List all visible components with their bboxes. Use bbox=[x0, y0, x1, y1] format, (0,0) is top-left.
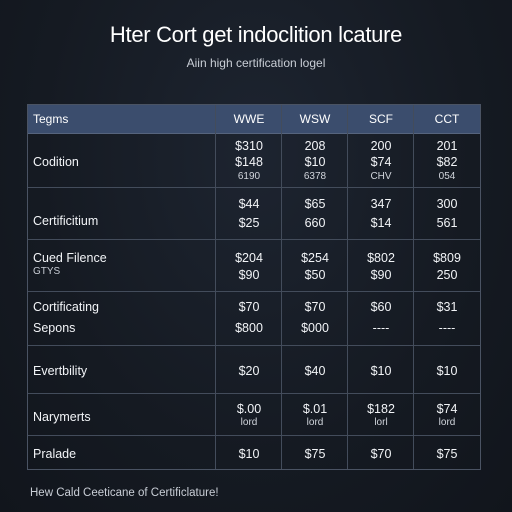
row-sublabel: GTYS bbox=[33, 266, 61, 277]
table-cell: $.00 bbox=[236, 402, 262, 416]
table-cell: ---- bbox=[372, 321, 390, 335]
table-cell: ---- bbox=[438, 321, 456, 335]
table-cell: $809 bbox=[433, 251, 461, 265]
table-cell: 6378 bbox=[303, 171, 327, 182]
footer-text: Hew Cald Ceeticane of Certificlature! bbox=[30, 487, 219, 499]
table-cell: CHV bbox=[370, 171, 392, 182]
row-divider bbox=[28, 345, 480, 346]
row-divider bbox=[28, 291, 480, 292]
column-divider bbox=[413, 105, 414, 469]
table-cell: 201 bbox=[436, 139, 458, 153]
table-cell: $10 bbox=[436, 364, 458, 378]
page-subtitle: Aiin high certification logel bbox=[186, 56, 326, 70]
row-label: Evertbility bbox=[33, 364, 88, 378]
table-cell: 561 bbox=[436, 216, 458, 230]
row-divider bbox=[28, 393, 480, 394]
table-cell: lord bbox=[240, 417, 258, 428]
table-cell: 347 bbox=[370, 197, 392, 211]
row-label: Cued Filence bbox=[33, 251, 107, 265]
row-label: Certificitium bbox=[33, 214, 99, 228]
row-divider bbox=[28, 435, 480, 436]
table-cell: $70 bbox=[370, 447, 392, 461]
table-cell: $204 bbox=[235, 251, 263, 265]
table-cell: $148 bbox=[235, 155, 263, 169]
table-cell: $10 bbox=[238, 447, 260, 461]
table-cell: $60 bbox=[370, 300, 392, 314]
row-label: Cortificating bbox=[33, 300, 99, 314]
table-cell: $25 bbox=[238, 216, 260, 230]
column-divider bbox=[215, 105, 216, 469]
row-label-secondary: Sepons bbox=[33, 321, 76, 335]
table-cell: 054 bbox=[438, 171, 456, 182]
row-label: Codition bbox=[33, 155, 79, 169]
table-header: Tegms WWE WSW SCF CCT bbox=[28, 105, 480, 134]
table-cell: $000 bbox=[301, 321, 329, 335]
table-cell: $70 bbox=[304, 300, 326, 314]
table-cell: $50 bbox=[304, 268, 326, 282]
table-cell: $40 bbox=[304, 364, 326, 378]
row-divider bbox=[28, 239, 480, 240]
table-cell: lorl bbox=[374, 417, 388, 428]
row-label: Narymerts bbox=[33, 410, 91, 424]
table-cell: $14 bbox=[370, 216, 392, 230]
row-divider bbox=[28, 187, 480, 188]
table-cell: $90 bbox=[238, 268, 260, 282]
column-header-scf[interactable]: SCF bbox=[369, 112, 393, 126]
column-divider bbox=[281, 105, 282, 469]
column-header-terms[interactable]: Tegms bbox=[33, 112, 69, 126]
table-cell: lord bbox=[306, 417, 324, 428]
table-cell: $800 bbox=[235, 321, 263, 335]
table-cell: $310 bbox=[235, 139, 263, 153]
table-cell: $65 bbox=[304, 197, 326, 211]
table-cell: 208 bbox=[304, 139, 326, 153]
table-cell: $182 bbox=[367, 402, 395, 416]
column-divider bbox=[347, 105, 348, 469]
table-cell: 6190 bbox=[237, 171, 261, 182]
table-cell: 200 bbox=[370, 139, 392, 153]
table-cell: $82 bbox=[436, 155, 458, 169]
table-cell: 300 bbox=[436, 197, 458, 211]
table-cell: $75 bbox=[304, 447, 326, 461]
table-cell: $44 bbox=[238, 197, 260, 211]
table-cell: $74 bbox=[436, 402, 458, 416]
table-cell: $70 bbox=[238, 300, 260, 314]
table-cell: $20 bbox=[238, 364, 260, 378]
page-title: Hter Cort get indoclition lcature bbox=[109, 22, 403, 47]
table-cell: $90 bbox=[370, 268, 392, 282]
table-cell: $802 bbox=[367, 251, 395, 265]
table-cell: $74 bbox=[370, 155, 392, 169]
table-cell: 660 bbox=[304, 216, 326, 230]
pricing-table: Tegms WWE WSW SCF CCT Codition $310 $148… bbox=[27, 104, 481, 470]
column-header-wsw[interactable]: WSW bbox=[299, 112, 331, 126]
table-cell: 250 bbox=[436, 268, 458, 282]
table-cell: $31 bbox=[436, 300, 458, 314]
table-cell: $75 bbox=[436, 447, 458, 461]
column-header-cct[interactable]: CCT bbox=[434, 112, 460, 126]
table-cell: $254 bbox=[301, 251, 329, 265]
table-cell: $10 bbox=[304, 155, 326, 169]
table-cell: $.01 bbox=[302, 402, 328, 416]
column-header-wwe[interactable]: WWE bbox=[233, 112, 265, 126]
table-cell: $10 bbox=[370, 364, 392, 378]
table-cell: lord bbox=[438, 417, 456, 428]
row-label: Pralade bbox=[33, 447, 77, 461]
